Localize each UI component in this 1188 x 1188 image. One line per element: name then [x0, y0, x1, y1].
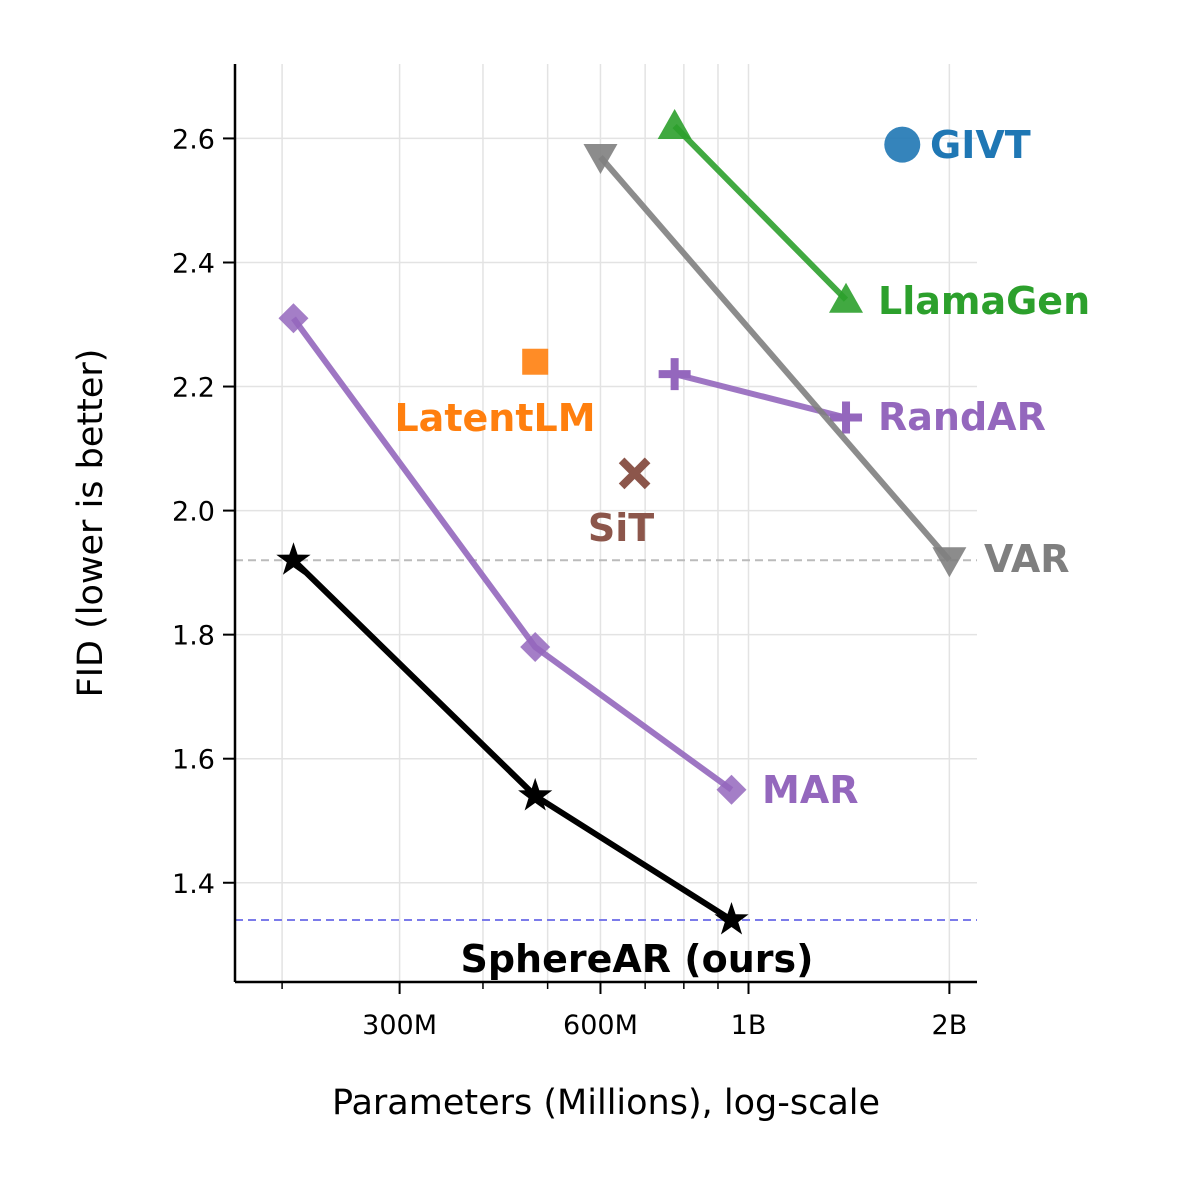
- var-point: [583, 144, 618, 175]
- latentlm-label: LatentLM: [394, 396, 595, 440]
- series-latentlm: [522, 348, 549, 375]
- llamagen-point: [829, 282, 864, 313]
- spherear-ours-point: [276, 542, 311, 575]
- llamagen-line: [672, 123, 849, 302]
- spherear-ours-point: [714, 902, 749, 935]
- x-tick-label: 1B: [731, 1010, 767, 1041]
- series-spherear-ours: [276, 542, 749, 935]
- ticks: 300M 600M 1B 2B 1.4 1.6 1.8 2.0 2.2 2.4 2.6: [172, 124, 967, 1041]
- series: [276, 109, 967, 935]
- llamagen-label: LlamaGen: [878, 279, 1090, 323]
- series-givt: [884, 126, 921, 163]
- series-sit: [618, 457, 651, 490]
- var-label: VAR: [984, 537, 1070, 581]
- y-axis-title: FID (lower is better): [71, 349, 111, 698]
- y-tick-label: 1.6: [172, 745, 215, 776]
- spherear-ours-label: SphereAR (ours): [460, 937, 813, 981]
- randar-point: [658, 358, 691, 391]
- series-llamagen: [657, 109, 864, 313]
- series-mar: [278, 303, 747, 805]
- y-tick-label: 2.2: [172, 373, 215, 404]
- grid: [235, 64, 977, 982]
- y-tick-label: 2.6: [172, 124, 215, 155]
- llamagen-point: [657, 109, 692, 140]
- y-tick-label: 2.4: [172, 248, 215, 279]
- x-tick-label: 300M: [362, 1010, 437, 1041]
- latentlm-point: [522, 348, 549, 375]
- givt-point: [884, 126, 921, 163]
- mar-line: [291, 316, 734, 793]
- x-tick-label: 2B: [932, 1010, 968, 1041]
- sit-point: [618, 457, 651, 490]
- randar-point: [830, 401, 863, 434]
- y-tick-label: 2.0: [172, 497, 215, 528]
- y-tick-label: 1.4: [172, 869, 215, 900]
- sit-label: SiT: [588, 506, 654, 550]
- mar-point: [278, 303, 309, 334]
- mar-point: [520, 632, 551, 663]
- spherear-ours-point: [518, 777, 553, 811]
- reference-lines: [235, 559, 977, 921]
- givt-label: GIVT: [930, 123, 1031, 167]
- mar-label: MAR: [762, 768, 858, 812]
- var-line: [598, 155, 952, 563]
- axes: [233, 64, 977, 984]
- y-tick-label: 1.8: [172, 621, 215, 652]
- randar-label: RandAR: [878, 395, 1046, 439]
- x-axis-title: Parameters (Millions), log-scale: [332, 1083, 880, 1123]
- x-marker-stroke: [618, 457, 651, 490]
- x-tick-label: 600M: [563, 1010, 638, 1041]
- series-var: [583, 144, 967, 578]
- mar-point: [716, 774, 747, 805]
- var-point: [932, 547, 967, 578]
- series-labels: SphereAR (ours) MAR RandAR LlamaGen VAR Laten…: [394, 123, 1090, 981]
